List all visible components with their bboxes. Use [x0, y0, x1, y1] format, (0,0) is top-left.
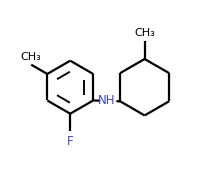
Text: NH: NH — [98, 94, 115, 107]
Text: CH₃: CH₃ — [134, 28, 155, 38]
Text: F: F — [67, 135, 74, 148]
Text: CH₃: CH₃ — [20, 52, 41, 62]
